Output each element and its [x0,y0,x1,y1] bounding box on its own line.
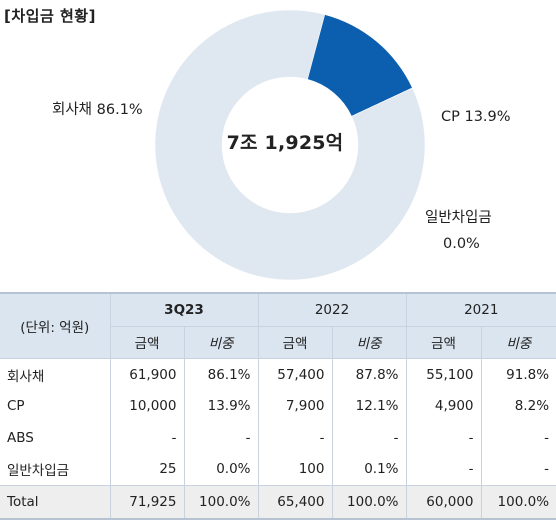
amount-header: 금액 [406,325,482,359]
ratio-header: 비중 [481,325,556,359]
amount-header: 금액 [110,325,185,359]
table-row: CP 10,000 13.9% 7,900 12.1% 4,900 8.2% [0,390,556,422]
table-cell: 100.0% [481,485,556,520]
total-row: Total 71,925 100.0% 65,400 100.0% 60,000… [0,485,556,520]
slice-label-loans-name: 일반차입금 [425,210,492,226]
table-cell: 13.9% [184,390,259,422]
debt-table: (단위: 억원) 3Q23 2022 2021 금액 비중 금액 비중 금액 비… [0,292,556,520]
table-cell: 0.0% [184,453,259,486]
table-cell: 100.0% [332,485,407,520]
amount-header: 금액 [258,325,333,359]
row-label: CP [0,390,111,422]
table-cell: - [406,453,482,486]
table-cell: 61,900 [110,358,185,391]
section-title: [차입금 현황] [4,7,96,25]
row-label: 회사채 [0,358,111,391]
slice-label-bonds: 회사채 86.1% [52,102,143,118]
table-row: 일반차입금 25 0.0% 100 0.1% - - [0,453,556,486]
table-cell: 87.8% [332,358,407,391]
table-cell: 60,000 [406,485,482,520]
table-cell: 86.1% [184,358,259,391]
period-header-3q23: 3Q23 [110,292,259,327]
table-cell: - [332,422,407,454]
row-label: ABS [0,422,111,454]
table-row: 회사채 61,900 86.1% 57,400 87.8% 55,100 91.… [0,358,556,391]
table-cell: 91.8% [481,358,556,391]
row-label: Total [0,485,111,520]
table-cell: 4,900 [406,390,482,422]
table-cell: 7,900 [258,390,333,422]
table-cell: 57,400 [258,358,333,391]
table-row: ABS - - - - - - [0,422,556,454]
table-cell: 55,100 [406,358,482,391]
table-cell: 10,000 [110,390,185,422]
slice-bonds [154,9,426,281]
table-cell: 71,925 [110,485,185,520]
row-label: 일반차입금 [0,453,111,486]
table-cell: 25 [110,453,185,486]
table-cell: 65,400 [258,485,333,520]
table-cell: 12.1% [332,390,407,422]
unit-header: (단위: 억원) [0,292,111,359]
table-cell: - [110,422,185,454]
table-cell: 8.2% [481,390,556,422]
ratio-header: 비중 [332,325,407,359]
slice-label-loans-share: 0.0% [443,236,480,252]
table-cell: - [406,422,482,454]
table-cell: 0.1% [332,453,407,486]
ratio-header: 비중 [184,325,259,359]
slice-label-cp: CP 13.9% [441,109,511,125]
donut-chart [154,9,426,281]
table-cell: - [481,422,556,454]
table-cell: 100 [258,453,333,486]
table-cell: - [481,453,556,486]
donut-center-total: 7조 1,925억 [226,132,344,154]
period-header-2022: 2022 [258,292,407,327]
slice-loans [351,87,413,117]
table-cell: - [258,422,333,454]
table-cell: - [184,422,259,454]
table-cell: 100.0% [184,485,259,520]
period-header-2021: 2021 [406,292,556,327]
